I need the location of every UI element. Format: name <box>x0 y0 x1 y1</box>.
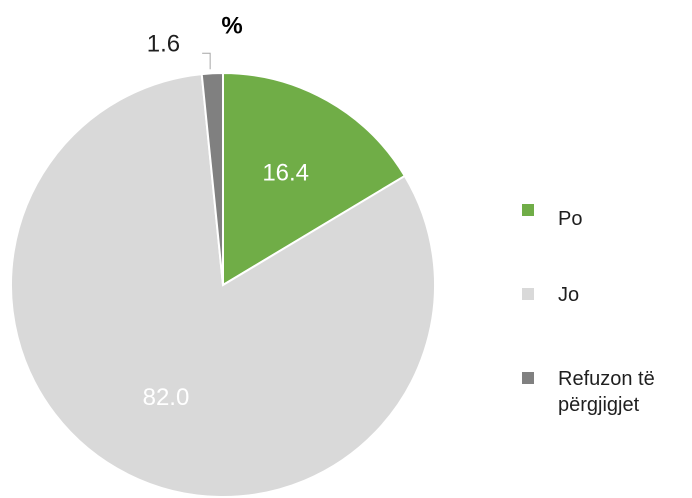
leader-line <box>202 52 211 70</box>
legend-label: Po <box>558 208 583 230</box>
pie-slice <box>222 71 407 287</box>
pie-slice <box>200 71 224 286</box>
legend-swatch <box>522 204 534 216</box>
data-label: 16.4 <box>262 160 309 187</box>
data-label: 82.0 <box>143 384 190 411</box>
chart-title: % <box>221 12 242 39</box>
legend-swatch <box>522 288 534 300</box>
data-label: 1.6 <box>147 31 180 58</box>
legend-swatch <box>522 372 534 384</box>
legend-label: Refuzon të përgjigjet <box>558 368 655 416</box>
pie-slice <box>10 72 436 498</box>
legend-label: Jo <box>558 284 580 306</box>
